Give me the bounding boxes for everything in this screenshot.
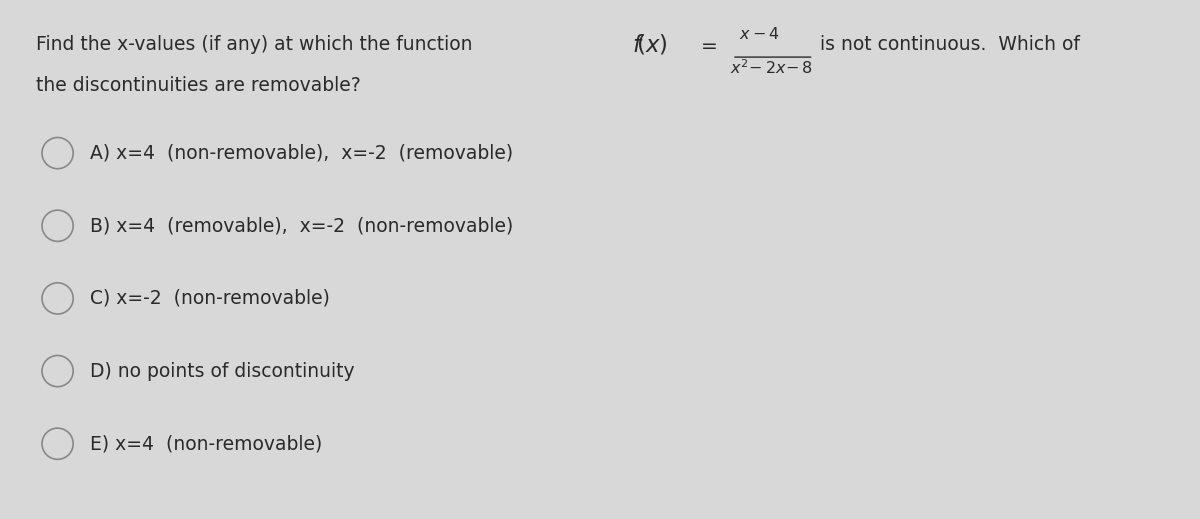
Text: B) x=4  (removable),  x=-2  (non-removable): B) x=4 (removable), x=-2 (non-removable) <box>90 216 514 235</box>
Text: the discontinuities are removable?: the discontinuities are removable? <box>36 76 361 95</box>
Text: is not continuous.  Which of: is not continuous. Which of <box>820 35 1080 53</box>
Text: $x^2\!-2x\!-8$: $x^2\!-2x\!-8$ <box>730 58 812 77</box>
Text: C) x=-2  (non-removable): C) x=-2 (non-removable) <box>90 289 330 308</box>
Text: D) no points of discontinuity: D) no points of discontinuity <box>90 362 355 380</box>
Text: $f\!\left(x\right)$: $f\!\left(x\right)$ <box>632 32 668 56</box>
Text: $=$: $=$ <box>697 35 718 53</box>
Text: E) x=4  (non-removable): E) x=4 (non-removable) <box>90 434 323 453</box>
Text: Find the x-values (if any) at which the function: Find the x-values (if any) at which the … <box>36 35 473 53</box>
Text: A) x=4  (non-removable),  x=-2  (removable): A) x=4 (non-removable), x=-2 (removable) <box>90 144 514 162</box>
Text: $x-4$: $x-4$ <box>739 26 780 42</box>
